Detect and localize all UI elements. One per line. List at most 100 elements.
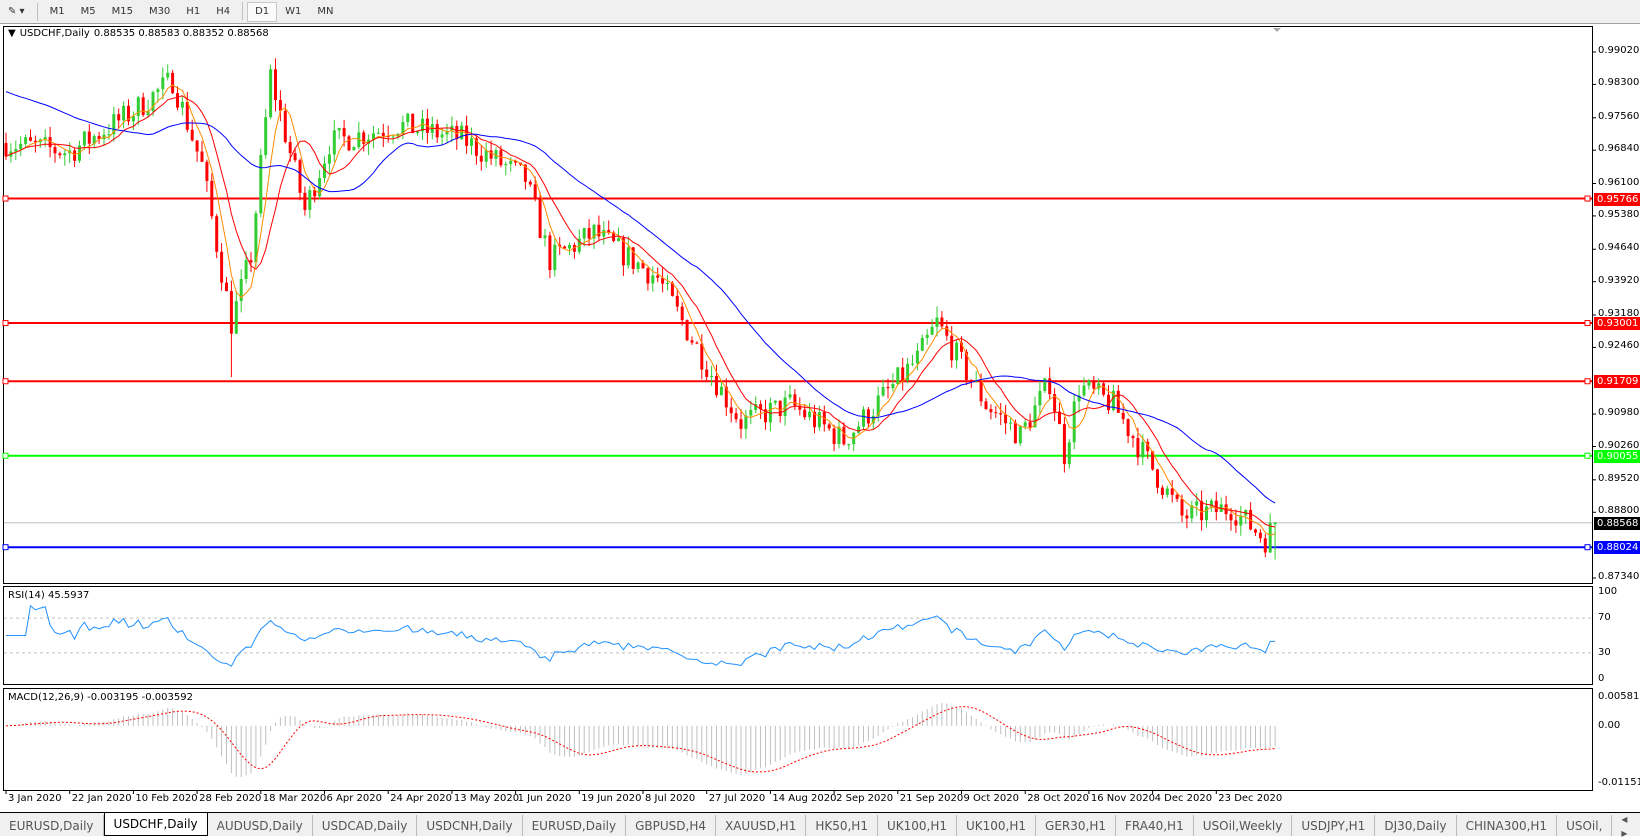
price-chart[interactable] [0,24,1640,814]
time-axis-label: 14 Aug 2020 [772,793,837,804]
candle [597,224,601,237]
candle [504,164,508,166]
candle [97,135,101,140]
candle [607,230,611,233]
timeframe-m5[interactable]: M5 [80,6,96,17]
chart-shift-marker-icon [1273,28,1281,32]
candle [592,224,596,239]
timeframe-h4[interactable]: H4 [216,6,231,17]
time-axis-label: 9 Oct 2020 [963,793,1019,804]
candle [1033,405,1037,428]
candle [48,137,52,148]
price-axis-tick: 0.99020 [1598,45,1640,56]
price-axis-tick: 0.96840 [1598,143,1640,155]
timeframe-d1[interactable]: D1 [247,1,278,22]
candle [724,386,728,408]
candle [313,190,317,197]
candle [445,130,449,135]
timeframe-h1[interactable]: H1 [186,6,201,17]
level-anchor-handle [1584,544,1591,551]
time-axis-label: 19 Jun 2020 [581,793,642,804]
candle [773,400,777,403]
level-price-label: 0.90055 [1594,449,1640,463]
chart-tab[interactable]: USOil,Weekly [1194,815,1293,836]
candle [401,122,405,134]
candle [347,136,351,151]
price-axis-tick: 0.90980 [1598,407,1640,419]
collapse-triangle-icon[interactable]: ▼ [8,28,16,39]
timeframe-w1[interactable]: W1 [285,6,302,17]
tab-scroll-arrows-icon[interactable]: ◂ ▸ [1621,811,1628,840]
candle [1013,422,1017,444]
candle [680,306,684,321]
candle [837,426,841,444]
candle [357,132,361,148]
candle [161,77,165,90]
candle [881,387,885,396]
candle [127,105,130,122]
chart-tab[interactable]: HK50,H1 [806,815,878,836]
candle [391,136,395,138]
candle [107,134,111,136]
chart-tab[interactable]: USOil, [1557,815,1613,836]
candle [636,262,640,269]
candle [288,142,292,154]
candle [705,369,709,377]
level-price-label: 0.91709 [1594,375,1640,389]
chart-tab[interactable]: USDJPY,H1 [1292,815,1376,836]
ma-medium-line [5,95,1276,528]
candle [337,127,341,131]
candle [621,238,625,266]
candle [1254,529,1257,533]
candle [1062,424,1066,465]
chart-tab[interactable]: USDCNH,Daily [417,815,523,836]
candle [1136,438,1140,458]
candle [19,143,23,149]
chart-tab[interactable]: CHINA300,H1 [1457,815,1558,836]
time-axis-label: 4 Dec 2020 [1154,793,1213,804]
candle [474,138,478,156]
chart-tab[interactable]: EURUSD,Daily [0,815,104,836]
chart-tab[interactable]: GBPUSD,H4 [626,815,716,836]
symbol-label: USDCHF,Daily [19,28,90,39]
candle [670,282,674,296]
candle [1102,383,1106,395]
level-anchor-handle [1584,378,1591,385]
candle [695,342,699,344]
candle [1214,500,1218,513]
timeframe-m1[interactable]: M1 [49,6,65,17]
timeframe-m30[interactable]: M30 [148,6,171,17]
chart-tab[interactable]: UK100,H1 [957,815,1037,836]
candle [1205,506,1208,521]
candle [264,117,268,156]
candle [710,375,714,377]
timeframe-mn[interactable]: MN [317,6,334,17]
chart-tab[interactable]: XAUUSD,H1 [716,815,807,836]
candle [915,350,919,364]
chart-tab[interactable]: USDCHF,Daily [103,813,208,836]
candle [151,92,155,112]
chart-tab[interactable]: UK100,H1 [878,815,957,836]
candle [582,228,586,239]
chart-tab[interactable]: DJ30,Daily [1375,815,1457,836]
candle [871,415,875,424]
timeframe-m15[interactable]: M15 [111,6,133,17]
drawing-tools-icon[interactable]: ✎ ▾ [8,6,25,17]
candle [901,367,905,381]
chart-tab[interactable]: GER30,H1 [1036,815,1116,836]
chart-tab[interactable]: USDCAD,Daily [313,815,418,836]
chart-tab[interactable]: EURUSD,Daily [523,815,627,836]
chart-tab[interactable]: FRA40,H1 [1116,815,1194,836]
time-axis-label: 27 Jul 2020 [708,793,766,804]
candle [778,400,782,416]
candle [1097,383,1101,389]
candle [1165,488,1169,495]
candle [896,367,900,384]
candle [122,105,126,121]
candle [1053,394,1057,412]
price-axis-tick: 0.92460 [1598,340,1640,352]
candle [876,395,880,416]
chart-tab[interactable]: AUDUSD,Daily [208,815,313,836]
candle [470,138,473,146]
macd-axis-tick: 0.00 [1598,719,1621,731]
